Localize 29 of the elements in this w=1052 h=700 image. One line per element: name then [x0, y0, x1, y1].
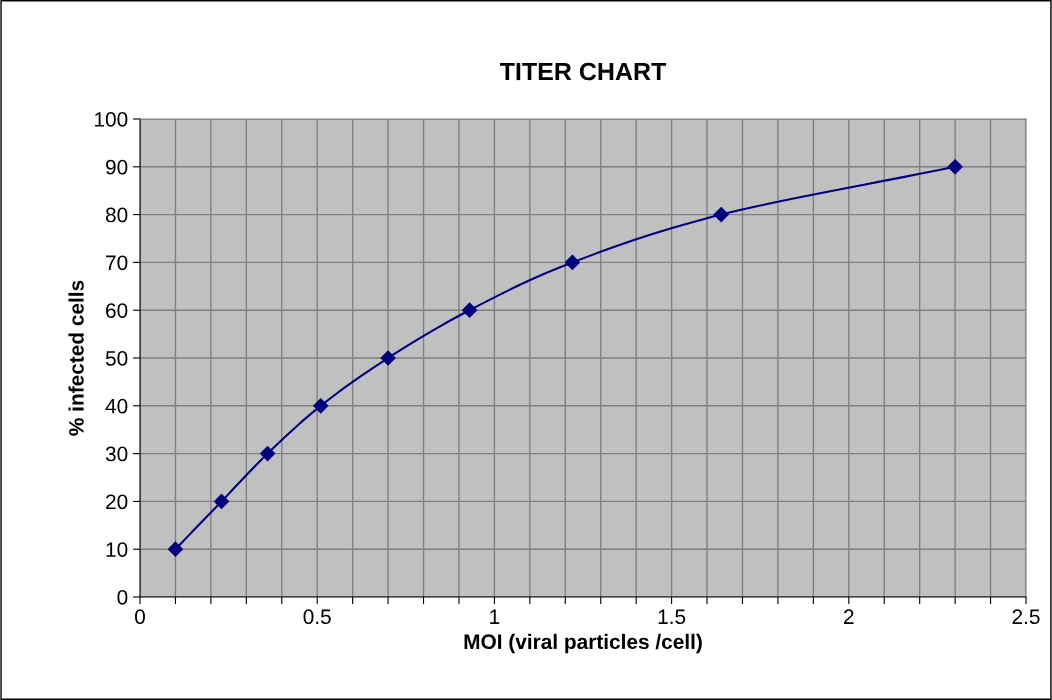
point [947, 159, 963, 175]
y-tick-label: 0 [117, 590, 128, 605]
point [564, 254, 580, 270]
point [462, 302, 478, 318]
x-tick-label: 1.5 [658, 609, 686, 625]
y-tick-label: 30 [105, 446, 128, 462]
y-tick-label: 20 [106, 494, 128, 510]
point [167, 541, 184, 557]
y-tick-label: 50 [105, 351, 128, 366]
point [380, 350, 396, 366]
x-tick-label: 2.5 [1012, 609, 1040, 625]
point [713, 207, 729, 223]
point [213, 493, 230, 509]
x-tick-label: 1 [490, 609, 500, 624]
y-axis-title: % infected cells [68, 280, 84, 436]
point [260, 446, 276, 462]
y-tick-label: 70 [106, 255, 128, 271]
chart-title: TITER CHART [499, 62, 667, 81]
y-tick-label: 40 [105, 398, 128, 414]
y-tick-label: 100 [95, 112, 128, 127]
y-tick-label: 10 [106, 542, 128, 557]
y-tick-label: 90 [106, 159, 128, 175]
x-tick-label: 0 [135, 609, 145, 625]
x-axis-title: MOI (viral particles /cell) [464, 633, 702, 654]
x-tick-label: 2 [844, 609, 854, 624]
y-tick-label: 80 [105, 207, 128, 223]
x-tick-label: 0.5 [303, 609, 331, 625]
y-tick-label: 60 [106, 303, 128, 318]
point [313, 398, 329, 414]
